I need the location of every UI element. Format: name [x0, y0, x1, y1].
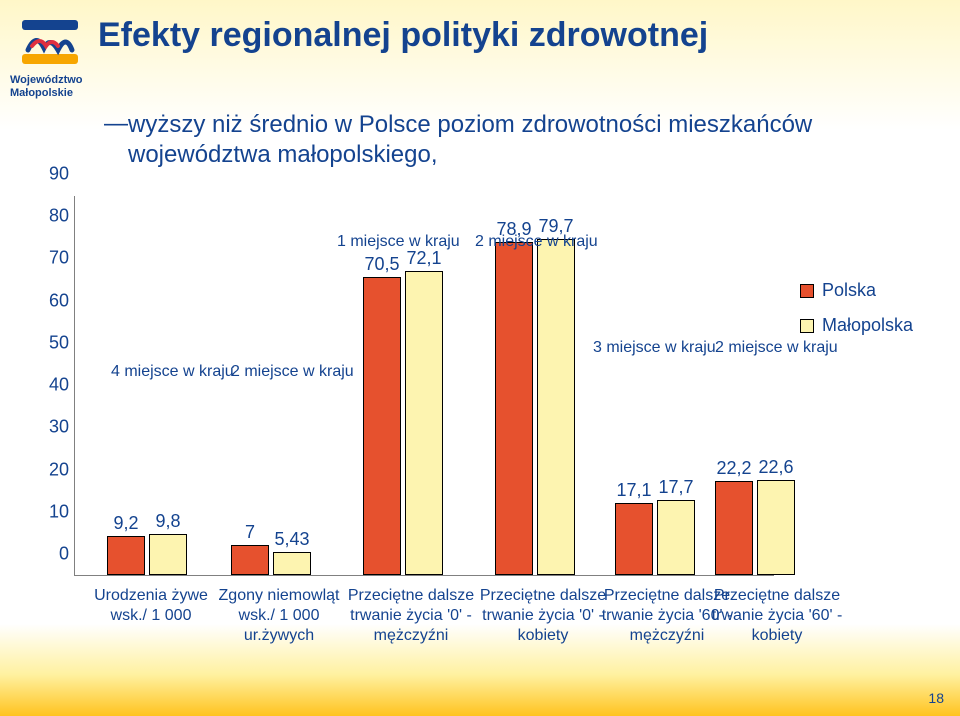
bar-group: 9,29,8 — [107, 534, 187, 575]
x-category-label: Zgony niemowlątwsk./ 1 000ur.żywych — [214, 586, 344, 646]
legend-swatch — [800, 319, 814, 333]
bar-polska: 9,2 — [107, 536, 145, 575]
chart-annotation: 2 miejsce w kraju — [231, 363, 354, 381]
bar-value-label: 70,5 — [364, 254, 399, 275]
chart-plot: 01020304050607080909,29,875,4370,572,178… — [74, 196, 774, 576]
bar-group: 78,979,7 — [495, 239, 575, 576]
chart-annotation: 3 miejsce w kraju — [593, 339, 716, 357]
y-tick: 30 — [39, 417, 69, 438]
bullet-row: — wyższy niż średnio w Polsce poziom zdr… — [104, 110, 864, 170]
bar-malopolska: 9,8 — [149, 534, 187, 575]
page-number: 18 — [928, 690, 944, 706]
y-tick: 60 — [39, 290, 69, 311]
bar-value-label: 9,8 — [155, 511, 180, 532]
bullet-dash: — — [104, 110, 128, 139]
bullet-text: wyższy niż średnio w Polsce poziom zdrow… — [128, 110, 864, 170]
org-label: Województwo Małopolskie — [10, 74, 83, 99]
y-tick: 50 — [39, 332, 69, 353]
chart-annotation: 2 miejsce w kraju — [475, 233, 598, 251]
bar-value-label: 5,43 — [274, 529, 309, 550]
bar-polska: 70,5 — [363, 277, 401, 575]
bar-value-label: 22,6 — [758, 457, 793, 478]
bar-polska: 7 — [231, 545, 269, 575]
bar-group: 70,572,1 — [363, 271, 443, 575]
y-tick: 90 — [39, 164, 69, 185]
bar-group: 75,43 — [231, 545, 311, 575]
bar-polska: 22,2 — [715, 481, 753, 575]
page-title: Efekty regionalnej polityki zdrowotnej — [98, 16, 708, 55]
x-category-label: Urodzenia żywewsk./ 1 000 — [86, 586, 216, 626]
x-category-label: Przeciętne dalszetrwanie życia '0' -kobi… — [476, 586, 610, 646]
bar-malopolska: 5,43 — [273, 552, 311, 575]
chart: 01020304050607080909,29,875,4370,572,178… — [28, 196, 932, 656]
malopolska-logo — [18, 14, 82, 70]
bar-malopolska: 72,1 — [405, 271, 443, 575]
chart-legend: Polska Małopolska — [800, 280, 913, 350]
legend-label: Polska — [822, 280, 876, 301]
y-tick: 70 — [39, 248, 69, 269]
bar-malopolska: 22,6 — [757, 480, 795, 575]
bar-value-label: 22,2 — [716, 458, 751, 479]
chart-annotation: 1 miejsce w kraju — [337, 233, 460, 251]
bar-value-label: 9,2 — [113, 513, 138, 534]
org-line2: Małopolskie — [10, 87, 73, 99]
y-tick: 40 — [39, 375, 69, 396]
y-tick: 0 — [39, 544, 69, 565]
bar-value-label: 17,1 — [616, 480, 651, 501]
bar-polska: 78,9 — [495, 242, 533, 575]
bar-malopolska: 79,7 — [537, 239, 575, 576]
legend-item: Małopolska — [800, 315, 913, 336]
chart-annotation: 4 miejsce w kraju — [111, 363, 234, 381]
legend-swatch — [800, 284, 814, 298]
bar-polska: 17,1 — [615, 503, 653, 575]
y-tick: 80 — [39, 206, 69, 227]
org-line1: Województwo — [10, 74, 83, 86]
legend-label: Małopolska — [822, 315, 913, 336]
x-category-label: Przeciętne dalszetrwanie życia '60' -kob… — [710, 586, 844, 646]
y-tick: 20 — [39, 459, 69, 480]
y-tick: 10 — [39, 501, 69, 522]
legend-item: Polska — [800, 280, 913, 301]
x-category-label: Przeciętne dalszetrwanie życia '0' -mężc… — [344, 586, 478, 646]
bar-malopolska: 17,7 — [657, 500, 695, 575]
bar-group: 17,117,7 — [615, 500, 695, 575]
bar-group: 22,222,6 — [715, 480, 795, 575]
bar-value-label: 7 — [245, 522, 255, 543]
bar-value-label: 17,7 — [658, 477, 693, 498]
